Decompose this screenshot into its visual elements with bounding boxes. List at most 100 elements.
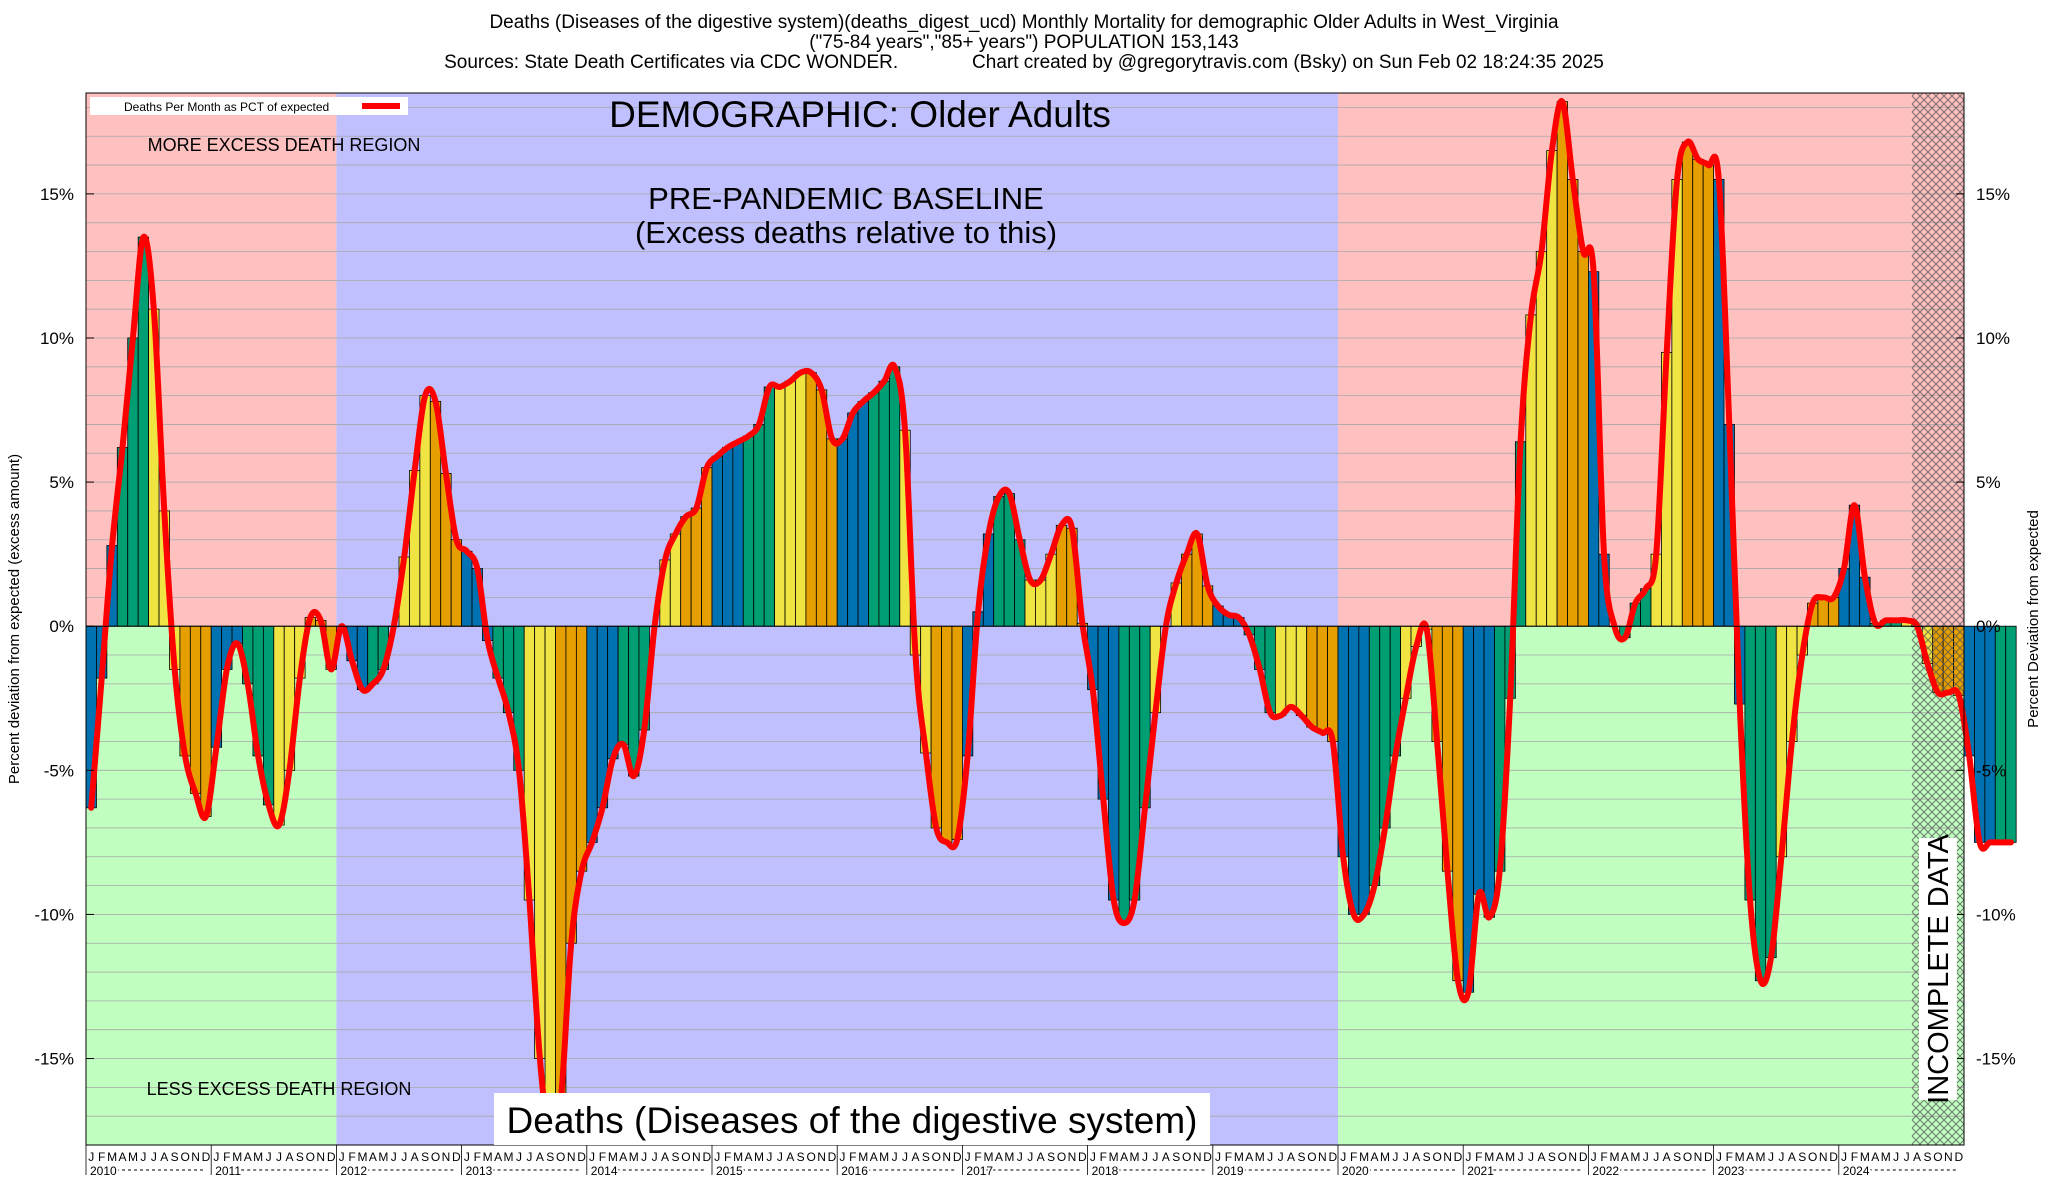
bar-68 bbox=[795, 372, 807, 627]
bar-118 bbox=[1316, 625, 1328, 734]
x-tick-month: F bbox=[1851, 1150, 1858, 1164]
bar-63 bbox=[742, 435, 755, 627]
x-tick-month: J bbox=[589, 1150, 595, 1164]
x-tick-month: F bbox=[1726, 1150, 1733, 1164]
y-tick-label-right: 15% bbox=[1976, 185, 2010, 204]
bar-133 bbox=[1473, 625, 1485, 895]
y-tick-label-left: -15% bbox=[34, 1050, 74, 1069]
bar-123 bbox=[1368, 625, 1381, 887]
bar-82 bbox=[941, 625, 953, 843]
x-tick-year: 2017 bbox=[966, 1164, 993, 1178]
x-tick-month: D bbox=[452, 1150, 461, 1164]
bar-48 bbox=[586, 625, 598, 843]
x-tick-month: O bbox=[180, 1150, 189, 1164]
x-tick-month: O bbox=[1182, 1150, 1191, 1164]
x-tick-month: F bbox=[849, 1150, 856, 1164]
x-tick-month: J bbox=[641, 1150, 647, 1164]
x-tick-month: J bbox=[1027, 1150, 1033, 1164]
x-tick-month: J bbox=[1142, 1150, 1148, 1164]
x-tick-year: 2019 bbox=[1217, 1164, 1244, 1178]
x-tick-month: O bbox=[932, 1150, 941, 1164]
x-tick-month: A bbox=[786, 1150, 794, 1164]
x-tick-month: M bbox=[1630, 1150, 1640, 1164]
x-tick-month: M bbox=[1234, 1150, 1244, 1164]
x-tick-year: 2023 bbox=[1718, 1164, 1745, 1178]
bar-60 bbox=[711, 455, 723, 627]
x-tick-month: O bbox=[431, 1150, 440, 1164]
x-tick-month: F bbox=[223, 1150, 230, 1164]
x-tick-year: 2012 bbox=[340, 1164, 367, 1178]
x-tick-month: J bbox=[1340, 1150, 1346, 1164]
bar-62 bbox=[732, 441, 744, 627]
x-tick-month: O bbox=[1558, 1150, 1567, 1164]
bar-36 bbox=[461, 550, 473, 627]
x-tick-month: O bbox=[1432, 1150, 1441, 1164]
demographic-title: DEMOGRAPHIC: Older Adults bbox=[609, 94, 1111, 135]
x-tick-month: S bbox=[296, 1150, 304, 1164]
bar-64 bbox=[753, 424, 765, 627]
x-tick-year: 2016 bbox=[841, 1164, 868, 1178]
x-tick-month: A bbox=[1621, 1150, 1629, 1164]
x-tick-month: N bbox=[1819, 1150, 1828, 1164]
x-tick-month: J bbox=[213, 1150, 219, 1164]
x-tick-month: J bbox=[1643, 1150, 1649, 1164]
bar-58 bbox=[690, 507, 702, 627]
y-axis-label-left: Percent deviation from expected (excess … bbox=[6, 454, 23, 784]
x-tick-month: J bbox=[391, 1150, 397, 1164]
y-tick-label-right: 10% bbox=[1976, 329, 2010, 348]
x-tick-month: F bbox=[1100, 1150, 1107, 1164]
x-tick-month: M bbox=[879, 1150, 889, 1164]
x-tick-month: A bbox=[870, 1150, 878, 1164]
x-tick-month: N bbox=[567, 1150, 576, 1164]
x-tick-month: M bbox=[483, 1150, 493, 1164]
x-tick-month: F bbox=[1350, 1150, 1357, 1164]
x-tick-month: J bbox=[1653, 1150, 1659, 1164]
x-tick-month: N bbox=[1318, 1150, 1327, 1164]
bar-52 bbox=[628, 625, 640, 777]
x-tick-month: N bbox=[316, 1150, 325, 1164]
bar-121 bbox=[1348, 625, 1360, 915]
x-tick-month: F bbox=[974, 1150, 981, 1164]
baseline-label-line-1: PRE-PANDEMIC BASELINE bbox=[648, 181, 1044, 216]
bar-18 bbox=[273, 625, 285, 826]
bar-51 bbox=[617, 625, 629, 745]
x-tick-month: M bbox=[1109, 1150, 1119, 1164]
bar-115 bbox=[1285, 625, 1297, 708]
x-tick-month: S bbox=[546, 1150, 554, 1164]
x-tick-year: 2022 bbox=[1592, 1164, 1619, 1178]
x-tick-month: J bbox=[1904, 1150, 1910, 1164]
chart-header-line-1: Deaths (Diseases of the digestive system… bbox=[489, 12, 1559, 33]
x-tick-month: S bbox=[1798, 1150, 1806, 1164]
x-tick-month: D bbox=[1829, 1150, 1838, 1164]
legend-label: Deaths Per Month as PCT of expected bbox=[124, 100, 329, 114]
y-tick-label-left: -5% bbox=[44, 761, 74, 780]
x-tick-month: M bbox=[357, 1150, 367, 1164]
x-tick-month: J bbox=[1215, 1150, 1221, 1164]
x-tick-month: A bbox=[1162, 1150, 1170, 1164]
x-tick-month: J bbox=[339, 1150, 345, 1164]
bar-99 bbox=[1118, 625, 1130, 924]
x-tick-month: J bbox=[714, 1150, 720, 1164]
bar-184 bbox=[2005, 625, 2017, 843]
bar-119 bbox=[1327, 625, 1339, 742]
x-tick-month: M bbox=[1255, 1150, 1265, 1164]
x-tick-month: N bbox=[1443, 1150, 1452, 1164]
bar-75 bbox=[868, 392, 880, 627]
x-tick-month: M bbox=[754, 1150, 764, 1164]
chart-header-line-3: Sources: State Death Certificates via CD… bbox=[444, 52, 1604, 73]
x-tick-month: M bbox=[504, 1150, 514, 1164]
x-tick-month: A bbox=[160, 1150, 168, 1164]
bar-139 bbox=[1535, 251, 1548, 627]
x-tick-month: A bbox=[995, 1150, 1003, 1164]
x-tick-month: J bbox=[1090, 1150, 1096, 1164]
x-tick-month: O bbox=[1808, 1150, 1817, 1164]
bar-153 bbox=[1681, 141, 1694, 627]
x-tick-year: 2014 bbox=[591, 1164, 618, 1178]
chart-header-line-2: ("75-84 years","85+ years") POPULATION 1… bbox=[809, 32, 1239, 53]
x-tick-month: J bbox=[1528, 1150, 1534, 1164]
x-tick-month: D bbox=[1454, 1150, 1463, 1164]
x-tick-month: O bbox=[806, 1150, 815, 1164]
bar-65 bbox=[763, 386, 776, 627]
x-tick-month: S bbox=[171, 1150, 179, 1164]
x-tick-year: 2020 bbox=[1342, 1164, 1369, 1178]
